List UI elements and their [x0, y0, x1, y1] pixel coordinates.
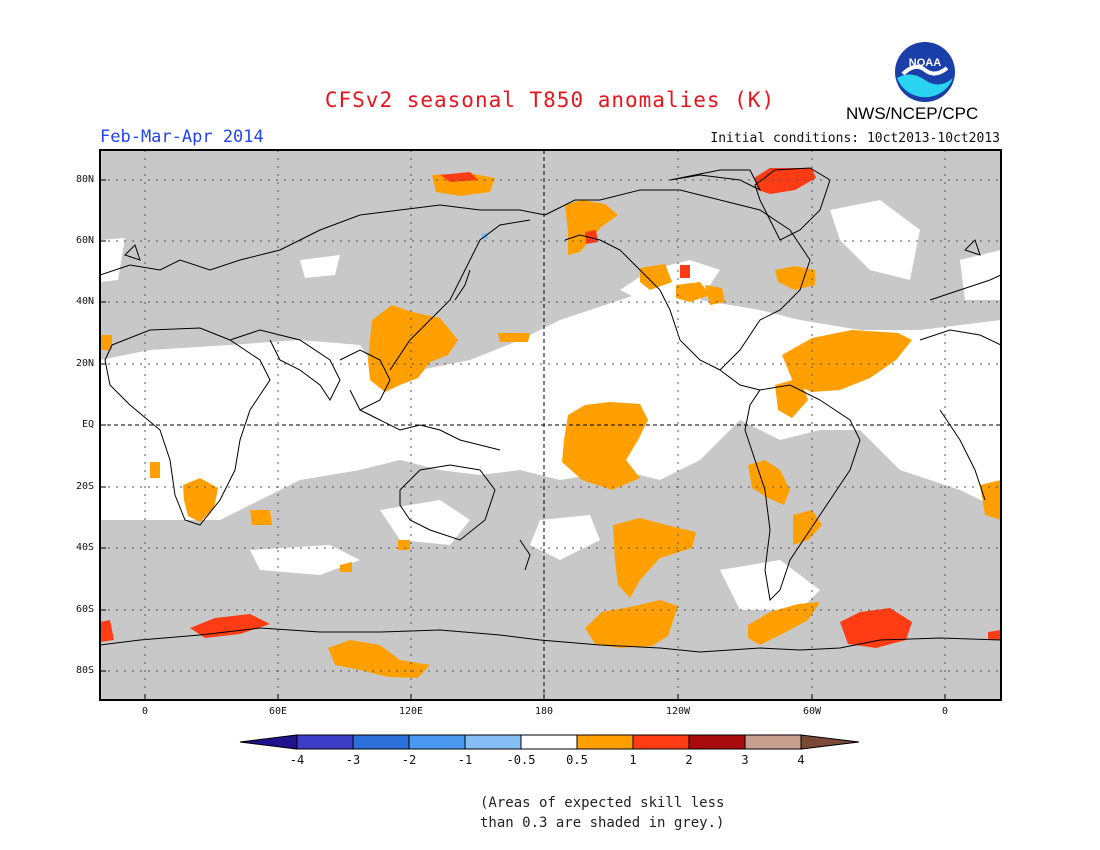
lon-label-0-right: 0: [941, 706, 949, 717]
lat-label-20n: 20N: [75, 358, 94, 369]
skill-footnote: (Areas of expected skill less than 0.3 a…: [480, 793, 724, 833]
colorbar-label: 1: [629, 753, 637, 767]
lon-label-60e: 60E: [268, 706, 288, 717]
axis-ticks: [100, 179, 946, 700]
colorbar-label: 4: [797, 753, 805, 767]
lon-label-120e: 120E: [398, 706, 424, 717]
map-title: CFSv2 seasonal T850 anomalies (K): [324, 88, 776, 112]
colorbar-swatch: [520, 734, 578, 750]
lat-label-20s: 20S: [75, 481, 94, 492]
lat-label-60s: 60S: [75, 604, 94, 615]
colorbar-swatch: [464, 734, 522, 750]
lon-label-0: 0: [141, 706, 149, 717]
colorbar-label: -0.5: [506, 753, 536, 767]
organization-label: NWS/NCEP/CPC: [846, 104, 979, 123]
colorbar-swatch: [352, 734, 410, 750]
colorbar-label: -1: [457, 753, 473, 767]
neutral-anomaly-regions: [100, 200, 1001, 610]
lon-label-60w: 60W: [802, 706, 822, 717]
lat-label-eq: EQ: [81, 419, 94, 430]
colorbar-label: 0.5: [566, 753, 588, 767]
lat-label-40s: 40S: [75, 542, 94, 553]
warm-anomaly-0.5-1-regions: [100, 173, 1001, 678]
lon-label-180: 180: [534, 706, 554, 717]
coastlines: [100, 167, 1001, 653]
colorbar-swatch: [296, 734, 354, 750]
colorbar-swatch: [408, 734, 466, 750]
skill-footnote-line-2: than 0.3 are shaded in grey.): [480, 815, 725, 831]
noaa-logo: NOAA: [895, 42, 955, 102]
colorbar-swatch: [688, 734, 746, 750]
warm-anomaly-1-2-regions: [100, 168, 1001, 648]
colorbar-swatch: [744, 734, 802, 750]
lat-label-80n: 80N: [75, 174, 94, 185]
colorbar-label: 2: [685, 753, 693, 767]
lat-label-80s: 80S: [75, 665, 94, 676]
colorbar-swatch: [576, 734, 634, 750]
lon-label-120w: 120W: [665, 706, 691, 717]
logo-text: NOAA: [909, 57, 941, 69]
skill-footnote-line-1: (Areas of expected skill less: [480, 795, 725, 811]
colorbar-arrow-high: [800, 734, 860, 750]
colorbar-swatch: [632, 734, 690, 750]
colorbar-label: 3: [741, 753, 749, 767]
initial-conditions-label: Initial conditions: 10ct2013-10ct2013: [710, 131, 1000, 146]
colorbar-label: -3: [345, 753, 361, 767]
season-label: Feb-Mar-Apr 2014: [100, 127, 264, 147]
colorbar-arrow-low: [239, 734, 298, 750]
colorbar: [239, 734, 860, 750]
lat-label-40n: 40N: [75, 296, 94, 307]
colorbar-label: -2: [401, 753, 417, 767]
lat-label-60n: 60N: [75, 235, 94, 246]
colorbar-label: -4: [289, 753, 305, 767]
